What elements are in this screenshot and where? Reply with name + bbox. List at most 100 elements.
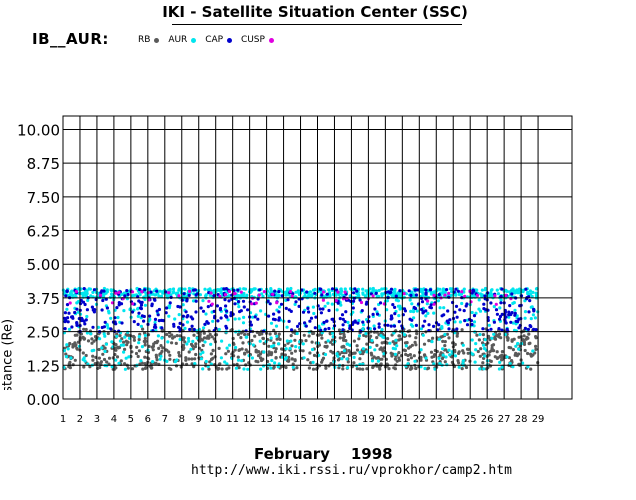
data-point-aur xyxy=(388,341,392,345)
data-point-rb xyxy=(371,365,375,370)
data-point-cap xyxy=(504,321,508,325)
x-tick-label: 1 xyxy=(60,414,66,425)
data-point-cusp xyxy=(110,301,115,305)
data-point-cap xyxy=(109,327,113,331)
data-point-cap xyxy=(448,318,452,322)
data-point-rb xyxy=(122,340,126,344)
data-point-rb xyxy=(168,353,172,357)
data-point-aur xyxy=(454,293,458,297)
data-point-aur xyxy=(508,290,512,294)
data-point-aur xyxy=(201,367,205,371)
data-point-rb xyxy=(243,352,247,356)
data-point-rb xyxy=(481,361,485,365)
data-point-cap xyxy=(178,321,182,325)
data-point-cusp xyxy=(447,291,451,295)
data-point-rb xyxy=(71,345,75,349)
data-point-aur xyxy=(526,292,530,296)
data-point-rb xyxy=(88,365,92,369)
data-point-aur xyxy=(143,333,147,338)
data-point-aur xyxy=(225,346,229,350)
data-point-aur xyxy=(500,365,504,369)
data-point-aur xyxy=(139,324,143,328)
data-point-cap xyxy=(81,300,86,304)
data-point-aur xyxy=(398,304,402,308)
data-point-aur xyxy=(236,294,241,298)
data-point-aur xyxy=(470,310,474,315)
data-point-rb xyxy=(194,342,198,346)
data-point-rb xyxy=(443,360,447,364)
data-point-aur xyxy=(395,344,399,348)
data-point-aur xyxy=(242,367,246,371)
data-point-cap xyxy=(389,314,394,318)
data-point-rb xyxy=(93,335,98,339)
data-point-aur xyxy=(343,287,347,291)
data-point-cap xyxy=(140,314,144,318)
data-point-rb xyxy=(460,367,464,371)
data-point-aur xyxy=(364,332,368,336)
data-point-rb xyxy=(393,357,397,361)
data-point-cap xyxy=(139,300,143,304)
data-point-cap xyxy=(494,308,499,312)
data-point-aur xyxy=(526,365,530,369)
data-point-cap xyxy=(437,323,441,327)
data-point-cap xyxy=(398,289,402,293)
data-point-aur xyxy=(363,294,367,298)
data-point-cap xyxy=(341,323,345,327)
data-point-aur xyxy=(122,309,126,313)
data-point-cap xyxy=(351,306,355,310)
data-point-aur xyxy=(441,347,445,351)
y-tick-label: 6.25 xyxy=(27,223,60,241)
data-point-cusp xyxy=(475,293,480,297)
data-point-rb xyxy=(92,339,96,343)
data-point-cap xyxy=(392,324,397,328)
data-point-cap xyxy=(413,306,418,311)
data-point-cap xyxy=(101,298,105,303)
data-point-cap xyxy=(527,310,531,314)
data-point-aur xyxy=(86,298,90,302)
data-point-rb xyxy=(142,331,147,335)
data-point-cusp xyxy=(218,294,222,299)
data-point-rb xyxy=(193,357,197,361)
data-point-cap xyxy=(445,288,449,292)
data-point-aur xyxy=(461,343,465,347)
data-point-rb xyxy=(82,365,86,369)
data-point-rb xyxy=(455,334,459,338)
data-point-rb xyxy=(161,346,165,350)
data-point-aur xyxy=(397,314,401,318)
data-point-aur xyxy=(406,362,410,366)
data-point-aur xyxy=(241,321,246,325)
legend-dot-rb xyxy=(154,38,160,43)
data-point-cap xyxy=(463,319,467,323)
data-point-rb xyxy=(266,353,270,357)
data-point-aur xyxy=(361,291,365,295)
data-point-cusp xyxy=(402,292,406,296)
data-point-aur xyxy=(419,348,423,352)
x-tick-label: 7 xyxy=(162,414,168,425)
data-point-cap xyxy=(420,307,424,312)
data-point-rb xyxy=(476,349,480,354)
data-point-rb xyxy=(460,328,464,332)
data-point-aur xyxy=(380,287,384,291)
data-point-aur xyxy=(171,291,175,295)
data-point-cap xyxy=(241,299,246,303)
data-point-cap xyxy=(65,303,70,307)
data-point-cap xyxy=(142,319,146,323)
data-point-aur xyxy=(87,287,91,291)
legend-dot-cusp xyxy=(268,38,274,43)
data-point-cap xyxy=(229,314,233,318)
data-point-aur xyxy=(514,344,518,348)
data-point-aur xyxy=(185,320,190,324)
data-point-rb xyxy=(311,367,316,371)
data-point-cap xyxy=(180,298,184,302)
data-point-aur xyxy=(335,352,339,356)
data-point-rb xyxy=(391,352,395,356)
data-point-aur xyxy=(482,346,486,351)
data-point-aur xyxy=(345,342,349,346)
data-point-cap xyxy=(290,328,294,332)
data-point-cap xyxy=(277,290,281,294)
data-point-rb xyxy=(105,360,109,364)
data-point-rb xyxy=(392,366,396,370)
data-point-cap xyxy=(70,325,74,329)
data-point-cap xyxy=(407,289,411,293)
data-point-cap xyxy=(420,300,425,304)
